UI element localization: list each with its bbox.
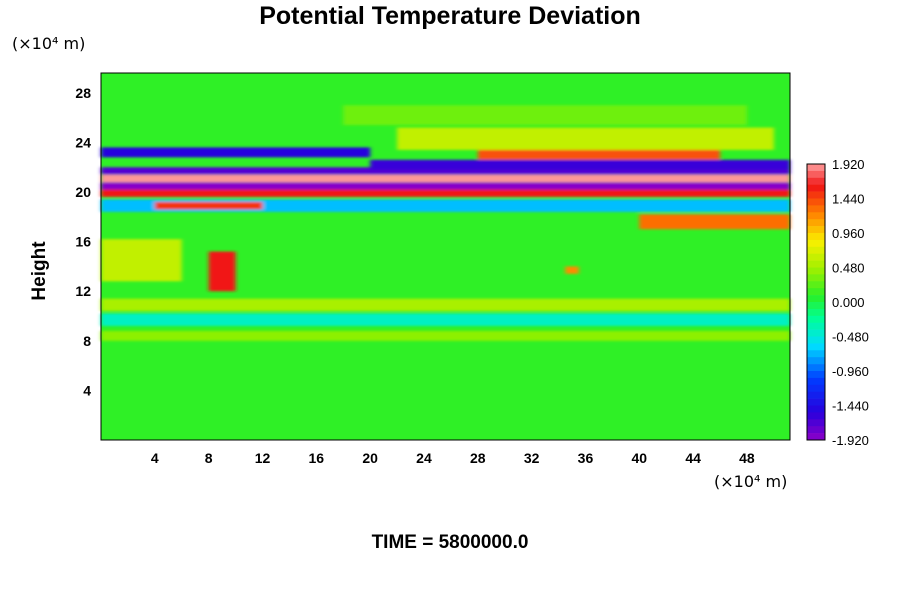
colorbar-segment xyxy=(807,412,825,420)
field-feature xyxy=(208,251,236,292)
colorbar-label: -1.920 xyxy=(832,433,869,448)
field-feature xyxy=(101,239,182,282)
colorbar-segment xyxy=(807,308,825,317)
colorbar-segment xyxy=(807,226,825,234)
field-feature xyxy=(639,214,790,230)
field-feature xyxy=(397,127,774,150)
colorbar-segment xyxy=(807,274,825,282)
colorbar-label: -0.960 xyxy=(832,364,869,379)
field-feature xyxy=(101,199,790,212)
y-axis-unit: (×10⁴ m) xyxy=(12,34,86,53)
field-feature xyxy=(101,182,790,190)
colorbar-label: 1.440 xyxy=(832,192,865,207)
colorbar-segment xyxy=(807,315,825,323)
colorbar-label: 1.920 xyxy=(832,157,865,172)
x-tick-label: 16 xyxy=(309,450,325,466)
colorbar-segment xyxy=(807,239,825,248)
x-tick-labels: 4 8 12 16 20 24 28 32 36 40 44 48 xyxy=(151,450,755,466)
field-feature xyxy=(101,167,790,175)
colorbar-segment xyxy=(807,295,825,303)
colorbar-frame xyxy=(806,163,826,441)
colorbar-segment xyxy=(807,391,825,399)
colorbar-segment xyxy=(807,253,825,261)
field-feature xyxy=(101,147,371,158)
colorbar-segment xyxy=(807,322,825,330)
colorbar-segment xyxy=(807,377,825,386)
y-tick-label: 12 xyxy=(75,283,91,299)
colorbar-segment xyxy=(807,426,825,434)
colorbar-segment xyxy=(807,233,825,241)
colorbar-label: 0.480 xyxy=(832,261,865,276)
x-tick-label: 40 xyxy=(631,450,647,466)
colorbar-segment xyxy=(807,219,825,227)
field-feature xyxy=(343,105,747,126)
colorbar-labels: 1.920 1.440 0.960 0.480 0.000 -0.480 -0.960 -1.… xyxy=(832,157,869,448)
y-tick-label: 20 xyxy=(75,184,91,200)
colorbar-segment xyxy=(807,212,825,220)
colorbar-label: -0.480 xyxy=(832,330,869,345)
field-feature xyxy=(154,201,263,210)
y-tick-label: 4 xyxy=(83,382,91,398)
x-tick-label: 4 xyxy=(151,450,159,466)
x-tick-label: 44 xyxy=(685,450,701,466)
x-tick-label: 32 xyxy=(524,450,540,466)
colorbar-segment xyxy=(807,177,825,185)
x-tick-label: 20 xyxy=(362,450,378,466)
colorbar-label: 0.000 xyxy=(832,295,865,310)
field-feature xyxy=(370,159,790,170)
x-tick-label: 36 xyxy=(578,450,594,466)
colorbar-segment xyxy=(807,164,825,172)
colorbar-segment xyxy=(807,302,825,310)
colorbar-segment xyxy=(807,384,825,392)
x-tick-label: 12 xyxy=(255,450,271,466)
colorbar-segment xyxy=(807,329,825,337)
field-feature xyxy=(565,266,579,274)
colorbar-segment xyxy=(807,405,825,413)
colorbar-segment xyxy=(807,191,825,199)
colorbar-segment xyxy=(807,343,825,351)
colorbar-segment xyxy=(807,184,825,192)
colorbar-segment xyxy=(807,419,825,427)
colorbar-segment xyxy=(807,170,825,179)
colorbar-segment xyxy=(807,336,825,344)
colorbar-segment xyxy=(807,398,825,406)
plot-frame xyxy=(100,72,791,441)
colorbar-segment xyxy=(807,267,825,275)
field-feature xyxy=(101,174,790,183)
y-tick-labels: 4 8 12 16 20 24 28 xyxy=(75,85,91,399)
y-tick-label: 8 xyxy=(83,333,91,349)
y-tick-label: 28 xyxy=(75,85,91,101)
colorbar-segment xyxy=(807,288,825,296)
colorbar-segment xyxy=(807,364,825,372)
colorbar-label: 0.960 xyxy=(832,226,865,241)
field-feature xyxy=(101,298,790,312)
time-label: TIME = 5800000.0 xyxy=(371,532,529,553)
colorbar xyxy=(806,163,826,441)
colorbar-segment xyxy=(807,260,825,268)
field-feature xyxy=(101,189,790,197)
x-tick-label: 48 xyxy=(739,450,755,466)
colorbar-segment xyxy=(807,357,825,365)
x-tick-label: 8 xyxy=(205,450,213,466)
colorbar-segment xyxy=(807,205,825,213)
y-tick-label: 16 xyxy=(75,234,91,250)
colorbar-label: -1.440 xyxy=(832,399,869,414)
x-tick-label: 24 xyxy=(416,450,432,466)
field-feature xyxy=(477,147,721,160)
colorbar-segment xyxy=(807,281,825,289)
x-axis-unit: (×10⁴ m) xyxy=(714,472,788,491)
y-tick-label: 24 xyxy=(75,134,91,150)
colorbar-segment xyxy=(807,350,825,358)
field-feature xyxy=(101,330,790,341)
field-features xyxy=(101,105,790,341)
colorbar-segment xyxy=(807,433,825,441)
chart-title: Potential Temperature Deviation xyxy=(259,2,641,30)
colorbar-segment xyxy=(807,371,825,379)
field-feature xyxy=(101,313,790,326)
x-tick-label: 28 xyxy=(470,450,486,466)
colorbar-segment xyxy=(807,198,825,206)
colorbar-segment xyxy=(807,246,825,254)
